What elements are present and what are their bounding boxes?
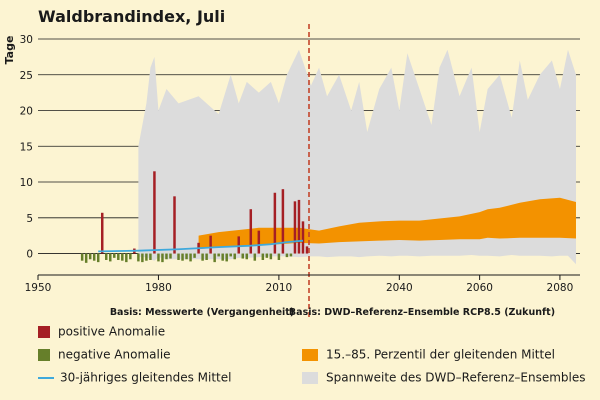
anomaly-bar-2005 [257, 230, 261, 254]
anomaly-bar-1979 [153, 171, 156, 254]
y-tick-label-25: 25 [20, 70, 33, 82]
mean-swatch [38, 376, 54, 379]
anomaly-bar-1991 [201, 253, 204, 261]
anomaly-bar-2012 [285, 253, 289, 258]
mean-line [98, 239, 304, 253]
anomaly-bar-2007 [265, 253, 269, 258]
anomaly-bar-1973 [129, 253, 132, 260]
anomaly-bar-2003 [249, 209, 253, 254]
anomaly-bar-2017 [305, 246, 309, 254]
anomaly-bar-1963 [88, 253, 92, 260]
anomaly-bar-2015 [297, 199, 301, 254]
ensemble-range-area [138, 49, 576, 265]
anomaly-bar-2006 [261, 253, 265, 260]
anomaly-bar-2001 [241, 253, 245, 259]
legend-range: Spannweite des DWD–Referenz–Ensembles [302, 370, 586, 385]
anomaly-bar-1988 [189, 253, 192, 262]
anomaly-bar-1966 [100, 212, 104, 254]
anomaly-bar-1983 [169, 253, 172, 259]
negative-swatch [38, 348, 50, 361]
anomaly-bar-1967 [105, 253, 108, 260]
anomaly-bar-2000 [237, 236, 240, 254]
x-tick-label-2040: 2040 [386, 282, 413, 294]
anomaly-bar-1975 [137, 253, 140, 262]
anomaly-bar-2016 [301, 221, 305, 254]
anomaly-bar-1984 [173, 196, 176, 254]
basis-past-label: Basis: Messwerte (Vergangenheit) [110, 307, 294, 318]
y-tick-label-0: 0 [26, 249, 33, 261]
x-tick-label-2060: 2060 [466, 282, 493, 294]
legend-mean-label: 30-jähriges gleitendes Mittel [60, 370, 232, 385]
axes: 0 5 10 15 20 25 30 1950 1980 2010 2040 2060 2080 [20, 34, 580, 294]
anomaly-bar-1992 [205, 253, 208, 260]
anomaly-bar-1994 [213, 253, 216, 263]
basis-future-label: Basis: DWD–Referenz–Ensemble RCP8.5 (Zuk… [289, 307, 555, 318]
legend-negative: negative Anomalie [38, 347, 171, 362]
anomaly-bar-1968 [109, 253, 112, 262]
anomaly-bar-1971 [121, 253, 124, 261]
anomaly-bar-2014 [293, 201, 297, 254]
anomaly-bar-1962 [84, 253, 88, 263]
anomaly-bar-1972 [125, 253, 128, 263]
anomaly-bar-2010 [277, 253, 281, 260]
anomaly-bar-2013 [289, 253, 293, 257]
y-tick-label-5: 5 [26, 213, 33, 225]
anomaly-bar-1978 [149, 253, 152, 260]
anomaly-bar-1977 [145, 253, 148, 261]
anomaly-bar-1993 [209, 235, 212, 254]
x-tick-label-2080: 2080 [547, 282, 574, 294]
anomaly-bar-1980 [157, 253, 160, 262]
anomaly-bar-1986 [181, 253, 184, 261]
percentile-band-area [198, 197, 576, 250]
anomaly-bars [80, 171, 309, 263]
legend-negative-label: negative Anomalie [58, 347, 171, 362]
anomaly-bar-1987 [185, 253, 188, 260]
chart-title: Waldbrandindex, Juli [38, 7, 226, 26]
x-tick-label-1950: 1950 [25, 282, 52, 294]
legend-percentile-label: 15.–85. Perzentil der gleitenden Mittel [326, 347, 555, 362]
legend-mean: 30-jähriges gleitendes Mittel [38, 370, 231, 385]
legend-positive-label: positive Anomalie [58, 324, 166, 339]
percentile-swatch [302, 348, 318, 361]
anomaly-bar-1976 [141, 253, 144, 263]
anomaly-bar-1998 [229, 253, 232, 257]
anomaly-bar-1965 [96, 253, 100, 263]
anomaly-bar-2004 [253, 253, 257, 261]
legend-range-label: Spannweite des DWD–Referenz–Ensembles [326, 370, 586, 385]
y-tick-label-20: 20 [20, 106, 33, 118]
y-axis-label: Tage [3, 36, 16, 65]
anomaly-bar-1981 [161, 253, 164, 263]
anomaly-bar-1982 [165, 253, 168, 260]
anomaly-bar-1985 [177, 253, 180, 260]
anomaly-bar-1996 [221, 253, 224, 261]
percentile-band [198, 197, 576, 250]
x-tick-label-2010: 2010 [266, 282, 293, 294]
anomaly-bar-2011 [281, 189, 285, 254]
anomaly-bar-1997 [225, 253, 228, 262]
anomaly-bar-2002 [245, 253, 249, 260]
x-tick-label-1980: 1980 [145, 282, 172, 294]
mean-line-group [98, 239, 304, 253]
ensemble-range [138, 49, 576, 265]
anomaly-bar-2008 [269, 253, 273, 260]
range-swatch [302, 371, 318, 384]
anomaly-bar-1969 [113, 253, 116, 258]
anomaly-bar-1999 [233, 253, 236, 260]
legend-percentile: 15.–85. Perzentil der gleitenden Mittel [302, 347, 555, 362]
anomaly-bar-1995 [217, 253, 220, 257]
y-tick-label-30: 30 [20, 34, 33, 46]
anomaly-bar-2009 [273, 192, 277, 254]
y-tick-label-15: 15 [20, 141, 33, 153]
positive-swatch [38, 325, 50, 338]
anomaly-bar-1964 [92, 253, 96, 261]
y-tick-label-10: 10 [20, 177, 33, 189]
anomaly-bar-1989 [193, 253, 196, 258]
anomaly-bar-1961 [80, 253, 84, 261]
anomaly-bar-1970 [117, 253, 120, 260]
legend-positive: positive Anomalie [38, 324, 165, 339]
